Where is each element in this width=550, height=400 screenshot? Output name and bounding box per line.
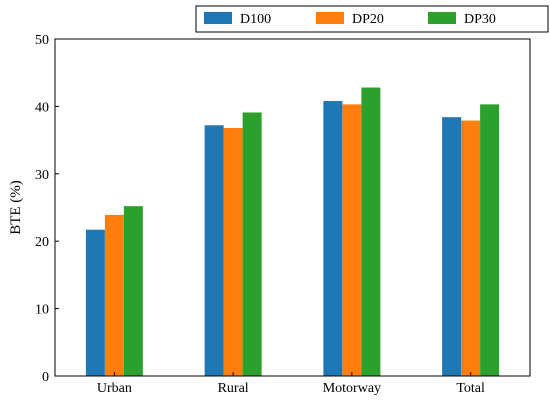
y-tick-label: 30 — [35, 168, 49, 183]
ticks-group: Urban Rural Motorway Total 0 10 20 30 40 50 — [35, 33, 485, 396]
bar-d100-urban — [85, 229, 105, 376]
bar-d100-motorway — [323, 101, 343, 377]
legend-label-dp20: DP20 — [352, 12, 384, 27]
y-tick-label: 10 — [35, 303, 49, 318]
x-tick-label: Total — [456, 381, 485, 396]
bar-d100-rural — [204, 125, 224, 376]
bars-group — [85, 87, 500, 377]
x-tick-label: Rural — [218, 381, 249, 396]
y-tick-label: 40 — [35, 100, 49, 115]
bar-dp30-total — [480, 104, 500, 377]
axes-group — [54, 38, 531, 377]
legend: D100 DP20 DP30 — [195, 5, 549, 33]
bar-d100-total — [442, 117, 462, 377]
y-tick-label: 20 — [35, 235, 49, 250]
y-axis-label: BTE (%) — [8, 180, 24, 235]
bar-dp30-urban — [123, 206, 143, 376]
bar-dp30-motorway — [361, 87, 381, 376]
bar-dp20-total — [461, 120, 481, 376]
legend-swatch-dp20 — [316, 12, 344, 24]
x-tick-label: Motorway — [323, 381, 381, 396]
bar-dp20-rural — [223, 127, 243, 376]
bar-dp20-urban — [104, 214, 124, 376]
plot-frame — [54, 38, 531, 377]
legend-box — [195, 5, 549, 33]
legend-swatch-d100 — [204, 12, 232, 24]
bar-dp30-rural — [242, 112, 262, 376]
legend-swatch-dp30 — [428, 12, 456, 24]
bar-dp20-motorway — [342, 104, 362, 377]
y-tick-label: 50 — [35, 33, 49, 48]
y-tick-label: 0 — [42, 370, 49, 385]
x-tick-label: Urban — [97, 381, 132, 396]
legend-label-d100: D100 — [240, 12, 271, 27]
legend-label-dp30: DP30 — [464, 12, 496, 27]
